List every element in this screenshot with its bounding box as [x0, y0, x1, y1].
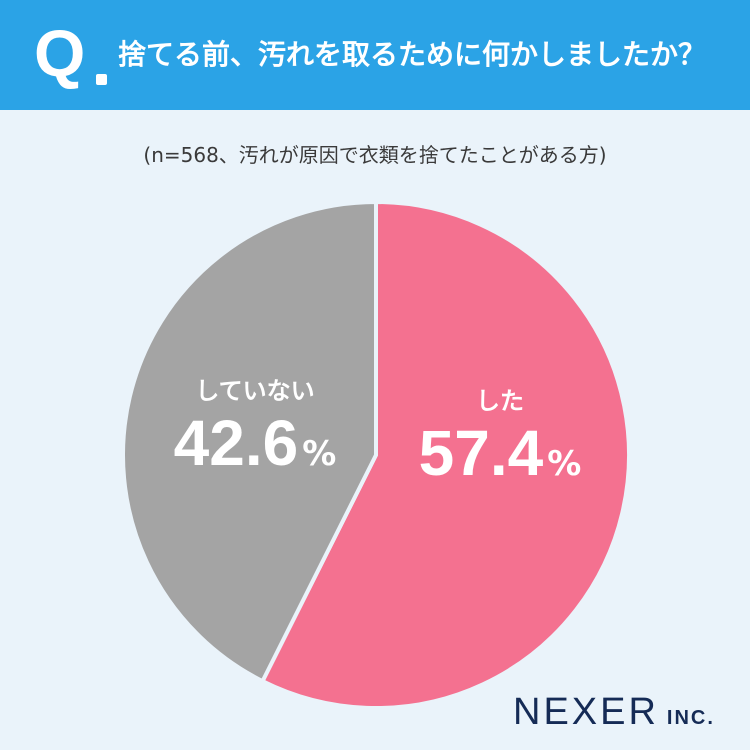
q-mark: Q [34, 16, 86, 90]
slice-name-did: した [476, 387, 524, 415]
slice-label-did-not: していない 42.6% [160, 375, 350, 479]
slice-label-did: した 57.4% [410, 385, 590, 489]
logo-suffix: INC. [666, 707, 715, 729]
slice-unit-did-not: % [302, 434, 337, 474]
question-text: 捨てる前、汚れを取るために何かしましたか？ [118, 38, 707, 71]
pie-slice-did-not [121, 200, 378, 684]
sample-note: (n=568、汚れが原因で衣類を捨てたことがある方) [143, 143, 607, 167]
logo-name: NEXER [513, 691, 659, 733]
nexer-logo: NEXER INC. [513, 690, 715, 740]
slice-unit-did: % [547, 444, 582, 484]
slice-value-did-not: 42.6 [173, 407, 299, 479]
pie-slice-did [260, 200, 632, 710]
slice-value-did: 57.4 [418, 417, 544, 489]
slice-name-did-not: していない [195, 377, 315, 405]
q-dot [96, 74, 107, 85]
question-header: Q 捨てる前、汚れを取るために何かしましたか？ [0, 0, 750, 110]
